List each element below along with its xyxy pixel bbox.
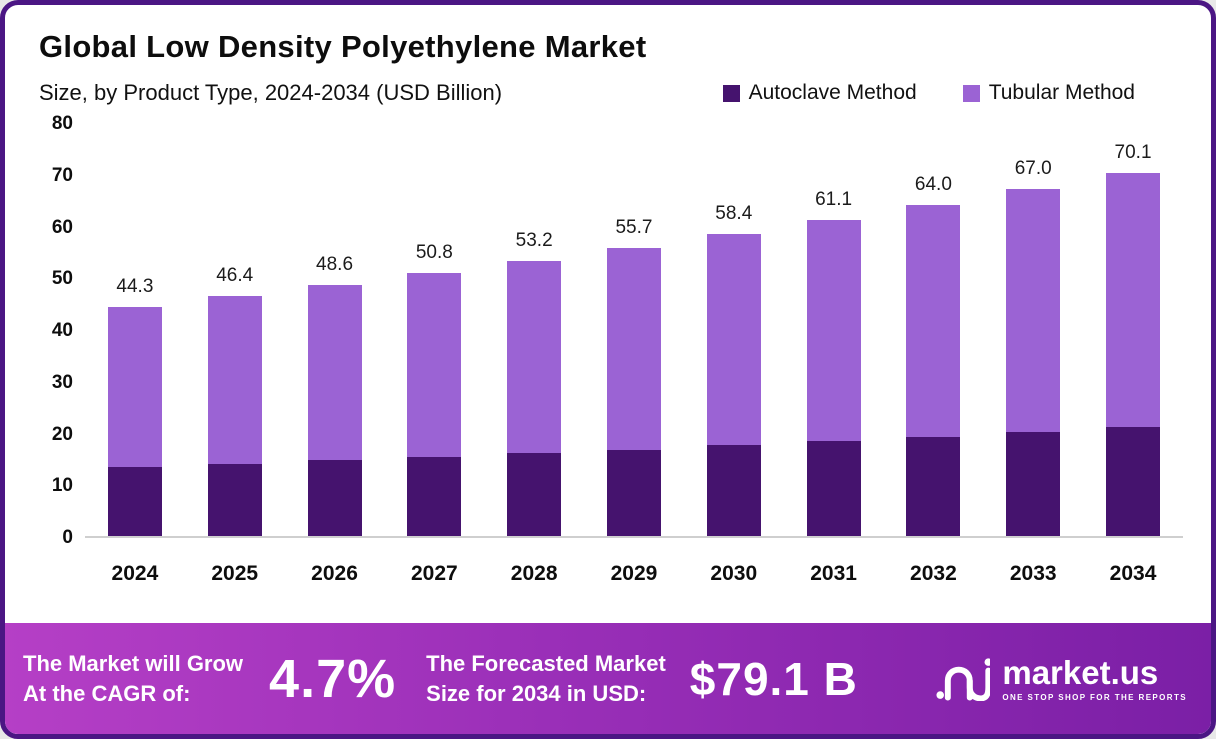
chart-area: 0 10 20 30 40 50 60 70 80 44.3 46.4 48.6 50.8 53.2 55… xyxy=(5,106,1211,623)
legend-item-autoclave: Autoclave Method xyxy=(722,81,917,105)
x-tick-label: 2031 xyxy=(810,562,857,585)
y-tick-label: 40 xyxy=(51,320,73,341)
bar-segment-autoclave xyxy=(407,457,462,536)
y-tick-label: 50 xyxy=(51,268,73,290)
page-title: Global Low Density Polyethylene Market xyxy=(39,29,647,64)
bar-total-label: 58.4 xyxy=(715,202,753,224)
bar-segment-tubular xyxy=(1006,189,1061,432)
bar-segment-autoclave xyxy=(307,460,362,536)
bar-total-label: 70.1 xyxy=(1114,142,1152,164)
y-tick-label: 20 xyxy=(51,423,73,445)
plot-area: 44.3 46.4 48.6 50.8 53.2 55.7 58.4 61.1 64.0 67.0… xyxy=(85,124,1183,538)
bar-total-label: 44.3 xyxy=(116,275,154,297)
bar-total-label: 55.7 xyxy=(615,216,653,238)
bar-segment-tubular xyxy=(606,247,661,450)
cagr-value: 4.7% xyxy=(269,648,397,709)
x-tick-label: 2028 xyxy=(510,562,558,585)
bar-total-label: 46.4 xyxy=(216,264,254,286)
brand-logo: market.us ONE STOP SHOP FOR THE REPORTS xyxy=(936,656,1187,702)
x-tick-label: 2033 xyxy=(1009,562,1057,585)
chart-legend: Autoclave Method Tubular Method xyxy=(722,81,1135,105)
chart-header: Global Low Density Polyethylene Market S… xyxy=(5,5,1211,106)
forecast-caption-line2: Size for 2034 in USD: xyxy=(426,680,647,706)
bar-column: 58.4 xyxy=(684,124,784,536)
bar-segment-autoclave xyxy=(1106,427,1161,536)
bar-segment-autoclave xyxy=(606,449,661,536)
legend-item-tubular: Tubular Method xyxy=(962,81,1135,105)
y-tick-label: 0 xyxy=(62,527,73,548)
bar-segment-autoclave xyxy=(1006,431,1061,536)
forecast-caption-line1: The Forecasted Market xyxy=(426,650,666,676)
legend-label-autoclave: Autoclave Method xyxy=(748,81,917,104)
x-tick-label: 2034 xyxy=(1109,562,1157,585)
bar-total-label: 64.0 xyxy=(914,173,952,195)
bar-total-label: 53.2 xyxy=(515,229,553,251)
bar-column: 55.7 xyxy=(584,124,684,536)
x-tick-label: 2029 xyxy=(610,562,658,585)
bar-total-label: 48.6 xyxy=(316,253,354,275)
bar-segment-autoclave xyxy=(806,441,861,536)
x-tick-label: 2030 xyxy=(710,562,758,585)
bar-total-label: 67.0 xyxy=(1014,158,1052,180)
bar-segment-tubular xyxy=(407,273,462,458)
x-tick-label: 2024 xyxy=(111,562,159,585)
bar-column: 61.1 xyxy=(784,124,884,536)
bar-column: 53.2 xyxy=(484,124,584,536)
y-tick-label: 80 xyxy=(51,113,73,134)
bar-segment-tubular xyxy=(507,260,562,454)
y-axis: 0 10 20 30 40 50 60 70 80 xyxy=(23,113,85,548)
bar-column: 67.0 xyxy=(983,124,1083,536)
y-tick-label: 60 xyxy=(51,216,73,238)
y-tick-label: 70 xyxy=(51,164,73,186)
y-tick-label: 10 xyxy=(51,475,73,497)
bar-total-label: 61.1 xyxy=(815,188,853,210)
bar-segment-tubular xyxy=(906,204,961,437)
brand-name: market.us xyxy=(1002,653,1159,691)
bar-segment-tubular xyxy=(806,219,861,442)
bar-column: 50.8 xyxy=(384,124,484,536)
legend-swatch-autoclave-icon xyxy=(722,84,740,102)
bar-segment-tubular xyxy=(1106,173,1161,428)
bar-segment-tubular xyxy=(307,284,362,461)
bar-segment-tubular xyxy=(706,233,761,446)
cagr-caption-line2: At the CAGR of: xyxy=(23,680,191,706)
x-axis: 2024 2025 2026 2027 2028 2029 2030 2031 2032 2033… xyxy=(85,538,1183,592)
bar-segment-autoclave xyxy=(507,453,562,536)
y-tick-label: 30 xyxy=(51,371,73,393)
legend-label-tubular: Tubular Method xyxy=(988,81,1135,104)
bar-column: 44.3 xyxy=(85,124,185,536)
bar-segment-autoclave xyxy=(706,445,761,536)
bar-segment-tubular xyxy=(107,306,162,468)
brand-tagline: ONE STOP SHOP FOR THE REPORTS xyxy=(1002,692,1187,702)
chart-subtitle: Size, by Product Type, 2024-2034 (USD Bi… xyxy=(39,80,503,105)
bar-column: 48.6 xyxy=(285,124,385,536)
bar-column: 70.1 xyxy=(1083,124,1183,536)
bar-segment-autoclave xyxy=(207,464,262,536)
x-tick-label: 2027 xyxy=(410,562,458,585)
x-tick-label: 2032 xyxy=(910,562,957,585)
bar-total-label: 50.8 xyxy=(415,242,453,264)
cagr-caption: The Market will Grow At the CAGR of: xyxy=(23,649,243,708)
market-us-logo-icon xyxy=(936,657,991,701)
bar-segment-tubular xyxy=(207,295,262,465)
bar-column: 64.0 xyxy=(884,124,984,536)
bar-segment-autoclave xyxy=(906,436,961,536)
bar-segment-autoclave xyxy=(107,467,162,536)
legend-swatch-tubular-icon xyxy=(962,84,980,102)
x-tick-label: 2025 xyxy=(211,562,259,585)
forecast-value: $79.1 B xyxy=(689,652,858,705)
x-tick-label: 2026 xyxy=(311,562,358,585)
footer-banner: The Market will Grow At the CAGR of: 4.7… xyxy=(5,623,1211,734)
cagr-caption-line1: The Market will Grow xyxy=(23,650,244,676)
forecast-caption: The Forecasted Market Size for 2034 in U… xyxy=(426,649,666,708)
bar-column: 46.4 xyxy=(185,124,285,536)
